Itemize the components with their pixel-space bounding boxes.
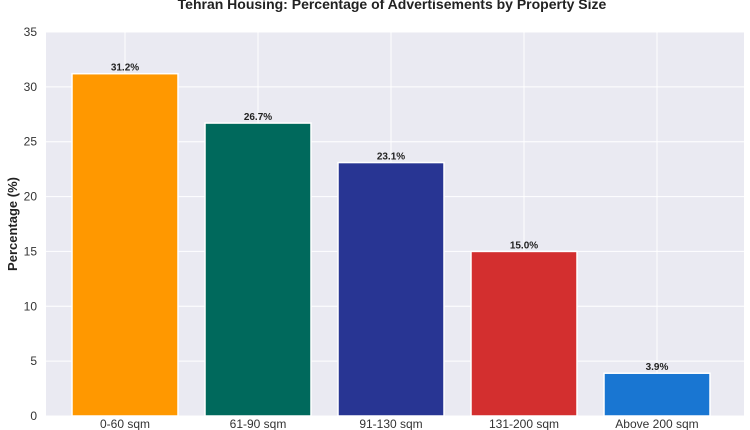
bar-0 <box>71 72 179 417</box>
x-tick-label: Above 200 sqm <box>615 417 698 430</box>
x-tick-label: 131-200 sqm <box>489 417 559 430</box>
x-tick-label: 61-90 sqm <box>230 417 287 430</box>
chart-title: Tehran Housing: Percentage of Advertisem… <box>178 0 607 12</box>
bar-value-label: 31.2% <box>111 63 139 74</box>
bar-1 <box>204 122 312 417</box>
y-axis-ticks: 0 5 10 15 20 25 30 35 <box>24 25 38 423</box>
y-tick-label: 20 <box>24 190 38 204</box>
x-tick-label: 0-60 sqm <box>100 417 150 430</box>
y-tick-label: 15 <box>24 244 38 258</box>
y-tick-label: 0 <box>30 409 37 423</box>
value-labels: 31.2% 26.7% 23.1% 15.0% 3.9% <box>111 63 669 374</box>
bar-value-label: 26.7% <box>244 112 272 123</box>
x-tick-label: 91-130 sqm <box>359 417 422 430</box>
bar-4 <box>603 372 711 417</box>
bar-value-label: 23.1% <box>377 152 405 163</box>
bar-2 <box>337 161 445 417</box>
x-axis-ticks: 0-60 sqm 61-90 sqm 91-130 sqm 131-200 sqm Ab… <box>100 417 699 430</box>
bar-value-label: 15.0% <box>510 240 538 251</box>
y-tick-label: 10 <box>24 299 38 313</box>
y-tick-label: 30 <box>24 80 38 94</box>
bars <box>71 72 711 417</box>
y-tick-label: 25 <box>24 135 38 149</box>
y-axis-label: Percentage (%) <box>5 177 20 271</box>
bar-value-label: 3.9% <box>646 362 669 373</box>
y-tick-label: 35 <box>24 25 38 39</box>
bar-3 <box>470 250 578 417</box>
y-tick-label: 5 <box>30 354 37 368</box>
